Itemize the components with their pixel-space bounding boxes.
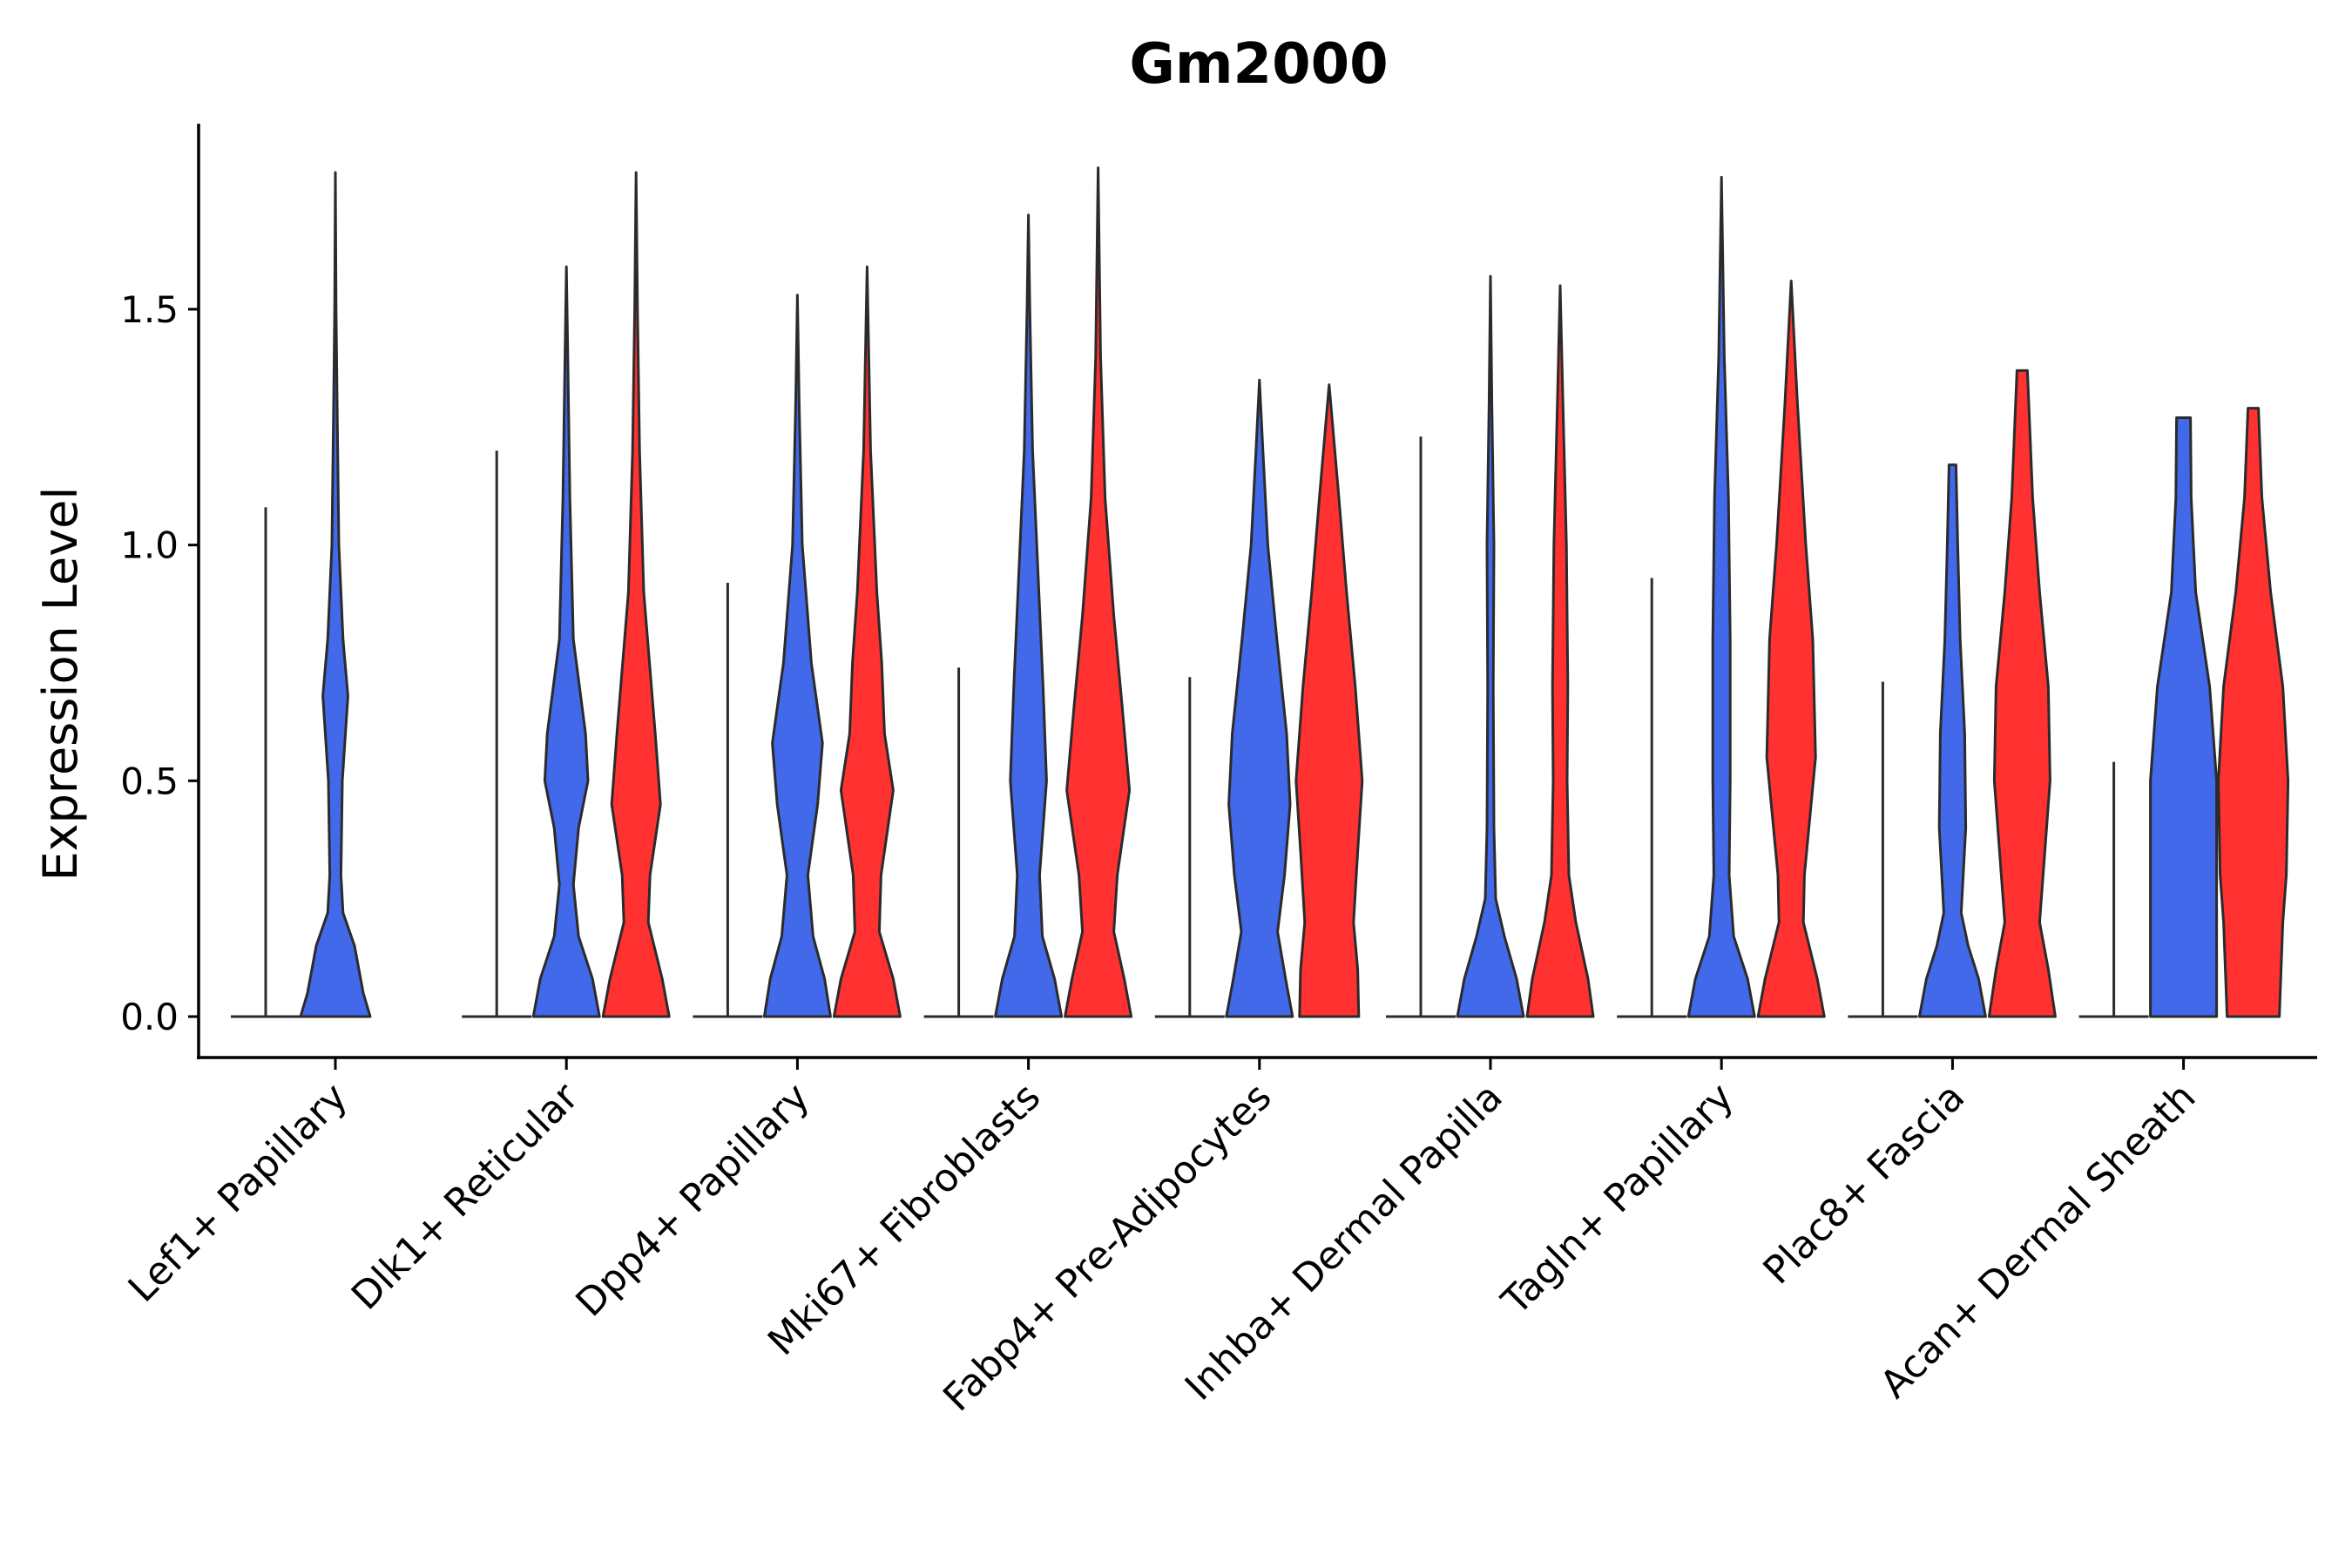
- y-axis-label: Expression Level: [33, 487, 88, 882]
- violin-blue-4: [1225, 378, 1294, 1018]
- violin-red-6: [1756, 280, 1826, 1018]
- violin-red-7: [1987, 368, 2057, 1018]
- violin-blue-5: [1456, 274, 1525, 1018]
- y-tick-label: 0.5: [120, 760, 179, 802]
- y-tick-label: 1.5: [120, 288, 179, 331]
- violin-blue-8: [2149, 416, 2219, 1018]
- y-tick-label: 0.0: [120, 996, 179, 1038]
- violin-red-8: [2217, 407, 2290, 1018]
- violin-blue-0: [299, 171, 372, 1018]
- violin-blue-6: [1686, 175, 1756, 1018]
- violin-red-1: [601, 171, 671, 1018]
- violin-blue-1: [531, 265, 601, 1018]
- violins-layer: [231, 166, 2290, 1018]
- violin-blue-2: [762, 294, 832, 1018]
- chart-title: Gm2000: [1129, 32, 1388, 97]
- violin-red-4: [1294, 383, 1364, 1018]
- violin-red-5: [1525, 284, 1595, 1018]
- y-axis-ticks: 0.0 0.5 1.0 1.5: [120, 288, 199, 1038]
- violin-blue-7: [1917, 463, 1987, 1018]
- violin-red-2: [832, 265, 902, 1018]
- y-tick-label: 1.0: [120, 524, 179, 567]
- violin-red-3: [1064, 166, 1133, 1018]
- violin-blue-3: [994, 213, 1064, 1018]
